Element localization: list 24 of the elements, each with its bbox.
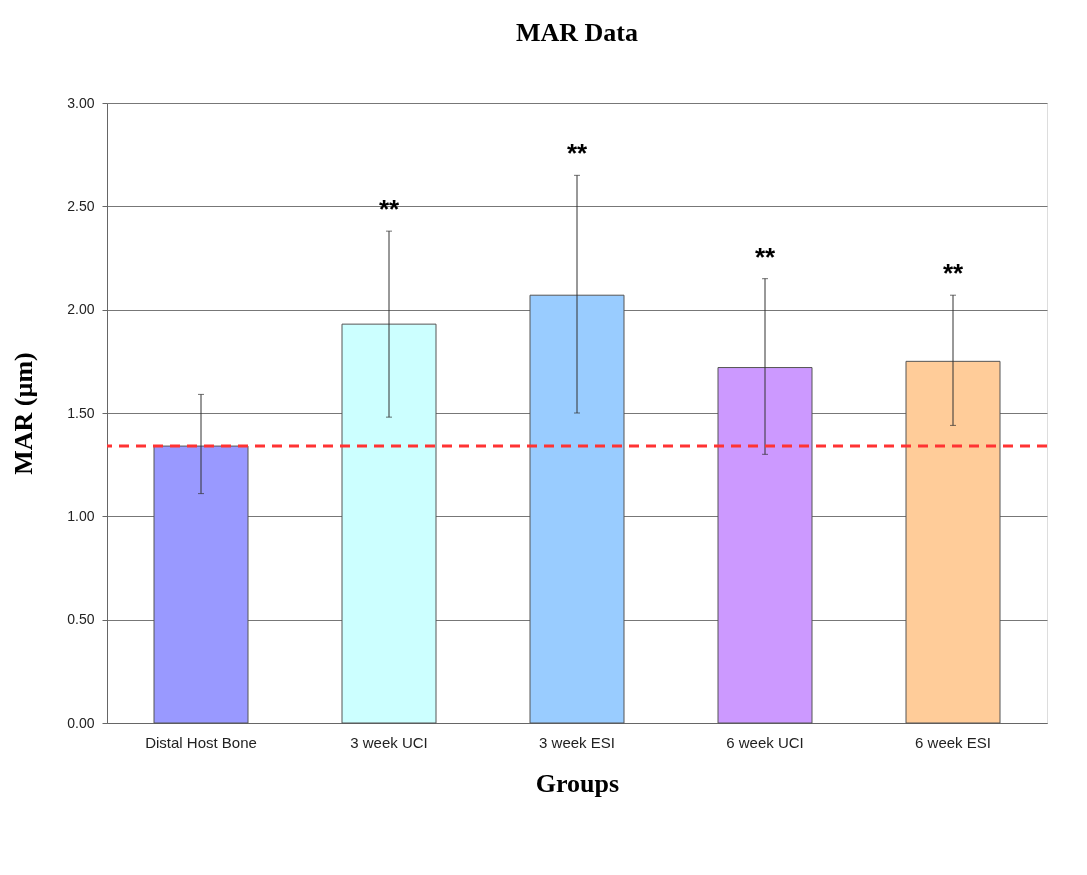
annotation: ** (378, 194, 400, 225)
bar (529, 294, 625, 724)
y-tick-label: 1.00 (67, 507, 95, 524)
y-tick-label: 3.00 (67, 94, 95, 111)
bar (341, 323, 437, 724)
y-tick-label: 1.50 (67, 404, 95, 421)
x-tick-label: 3 week UCI (350, 733, 428, 751)
bar (153, 445, 249, 724)
x-tick-label: Distal Host Bone (145, 733, 257, 751)
y-tick-label: 2.50 (67, 197, 95, 214)
bar (905, 360, 1001, 724)
x-tick-label: 3 week ESI (539, 733, 615, 751)
y-tick-label: 0.00 (67, 714, 95, 731)
y-tick-label: 2.00 (67, 301, 95, 318)
x-tick-label: 6 week UCI (726, 733, 804, 751)
annotation: ** (942, 258, 964, 289)
y-tick-label: 0.50 (67, 611, 95, 628)
annotation: ** (754, 241, 776, 272)
annotation: ** (566, 138, 588, 169)
x-tick-label: 6 week ESI (915, 733, 991, 751)
x-axis-title: Groups (535, 768, 620, 798)
bar (717, 367, 813, 724)
chart-title: MAR Data (515, 18, 639, 47)
y-axis-title: MAR (µm) (9, 352, 39, 475)
